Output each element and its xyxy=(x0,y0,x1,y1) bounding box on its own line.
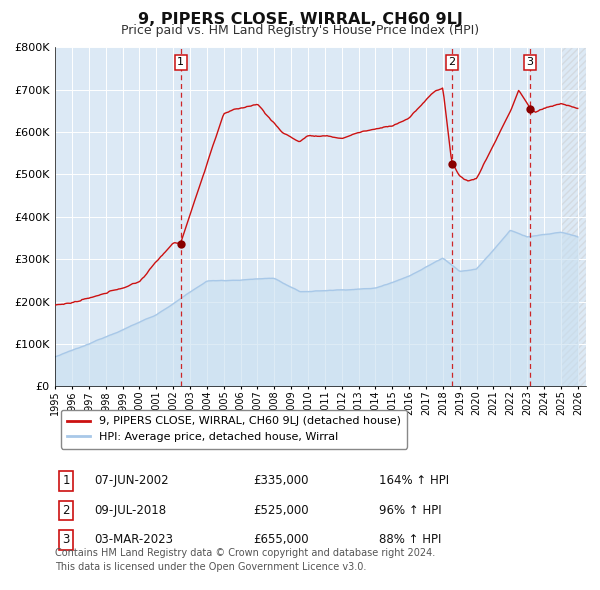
Text: 9, PIPERS CLOSE, WIRRAL, CH60 9LJ: 9, PIPERS CLOSE, WIRRAL, CH60 9LJ xyxy=(137,12,463,27)
Text: 3: 3 xyxy=(527,57,533,67)
Legend: 9, PIPERS CLOSE, WIRRAL, CH60 9LJ (detached house), HPI: Average price, detached: 9, PIPERS CLOSE, WIRRAL, CH60 9LJ (detac… xyxy=(61,410,407,448)
Text: 07-JUN-2002: 07-JUN-2002 xyxy=(94,474,169,487)
Text: 3: 3 xyxy=(62,533,70,546)
Text: 2: 2 xyxy=(62,504,70,517)
Text: 1: 1 xyxy=(177,57,184,67)
Text: 96% ↑ HPI: 96% ↑ HPI xyxy=(379,504,442,517)
Text: 2: 2 xyxy=(448,57,455,67)
Text: 164% ↑ HPI: 164% ↑ HPI xyxy=(379,474,449,487)
Text: Contains HM Land Registry data © Crown copyright and database right 2024.
This d: Contains HM Land Registry data © Crown c… xyxy=(55,548,436,572)
Text: 09-JUL-2018: 09-JUL-2018 xyxy=(94,504,166,517)
Text: 88% ↑ HPI: 88% ↑ HPI xyxy=(379,533,442,546)
Text: £525,000: £525,000 xyxy=(253,504,309,517)
Text: £335,000: £335,000 xyxy=(253,474,309,487)
Text: 03-MAR-2023: 03-MAR-2023 xyxy=(94,533,173,546)
Text: £655,000: £655,000 xyxy=(253,533,309,546)
Text: Price paid vs. HM Land Registry's House Price Index (HPI): Price paid vs. HM Land Registry's House … xyxy=(121,24,479,37)
Text: 1: 1 xyxy=(62,474,70,487)
